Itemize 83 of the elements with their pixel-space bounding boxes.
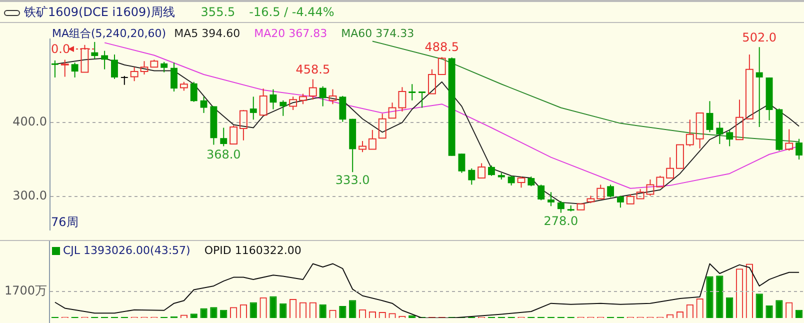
candlestick [478, 162, 486, 179]
candlestick [796, 138, 803, 160]
candlestick [51, 60, 58, 78]
candlestick [557, 200, 564, 214]
candlestick [71, 62, 78, 78]
candlestick [259, 88, 268, 116]
candlestick [378, 113, 386, 139]
candlestick [716, 121, 724, 145]
bar [250, 302, 257, 318]
candlestick [91, 41, 98, 60]
bar [776, 300, 783, 318]
candlestick [190, 81, 198, 102]
candlestick [538, 184, 545, 201]
candlestick [696, 112, 704, 149]
text: 368.0 [206, 147, 241, 162]
candlestick [745, 54, 754, 120]
candlestick [140, 60, 148, 75]
candlestick [250, 96, 257, 120]
annotation: 0.0 [51, 42, 70, 56]
candlestick [607, 184, 614, 198]
bar [339, 306, 346, 318]
text: MA5 394.60 [174, 27, 240, 40]
candlestick [170, 62, 178, 92]
text: 355.5 [200, 5, 236, 19]
candlestick [130, 66, 138, 82]
text: 488.5 [424, 40, 460, 54]
candlestick [488, 164, 495, 176]
ref-line-label: 1700万 [4, 284, 47, 298]
candlestick [596, 184, 605, 200]
candlestick [408, 84, 416, 101]
candlestick [200, 96, 208, 114]
candlestick [60, 59, 69, 78]
bar [726, 297, 734, 318]
candlestick [785, 128, 794, 152]
legend-title: MA组合(5,240,20,60) [52, 27, 166, 40]
candlestick [388, 102, 396, 119]
legend-label: CJL 1393026.00(43:57) [63, 244, 190, 257]
candlestick [528, 176, 535, 187]
y-tick-label: 300.0 [12, 188, 47, 203]
candlestick [666, 156, 674, 179]
candlestick [328, 88, 337, 105]
text: MA20 367.83 [254, 27, 328, 40]
bar [756, 294, 763, 318]
bar [319, 304, 326, 318]
bar [716, 276, 724, 318]
bar [270, 296, 277, 318]
candlestick [120, 75, 128, 86]
candlestick [726, 129, 734, 147]
candlestick [468, 168, 476, 186]
candlestick [548, 192, 554, 207]
candlestick [280, 100, 287, 116]
candlestick [339, 95, 346, 122]
candlestick [686, 119, 694, 147]
text: 278.0 [544, 214, 578, 228]
candlestick [220, 127, 228, 147]
text: 333.0 [335, 173, 370, 188]
series-label: MA60 374.33 [341, 27, 414, 40]
series-label: OPID 1160322.00 [204, 244, 302, 257]
candlestick [736, 99, 744, 140]
bar [280, 303, 287, 318]
candlestick [508, 175, 515, 186]
bar [766, 306, 773, 318]
candlestick [756, 46, 763, 128]
candlestick [111, 54, 118, 80]
candlestick [706, 100, 714, 133]
bar [706, 276, 714, 318]
text: 502.0 [742, 30, 777, 44]
candlestick [418, 91, 426, 108]
text: -16.5 / -4.44% [249, 5, 334, 19]
candlestick [239, 110, 248, 141]
candlestick [458, 153, 466, 174]
bar [349, 300, 356, 318]
candlestick [160, 61, 168, 73]
candlestick [101, 50, 108, 70]
text: 458.5 [296, 62, 330, 76]
y-tick-label: 400.0 [12, 114, 47, 129]
chart-title: 铁矿1609(DCE i1609)周线 [24, 5, 175, 19]
candlestick [308, 78, 317, 100]
annotation: 76周 [51, 214, 78, 229]
candlestick [319, 86, 326, 107]
candlestick [270, 88, 277, 110]
candlestick [368, 129, 376, 150]
candlestick [616, 195, 624, 208]
